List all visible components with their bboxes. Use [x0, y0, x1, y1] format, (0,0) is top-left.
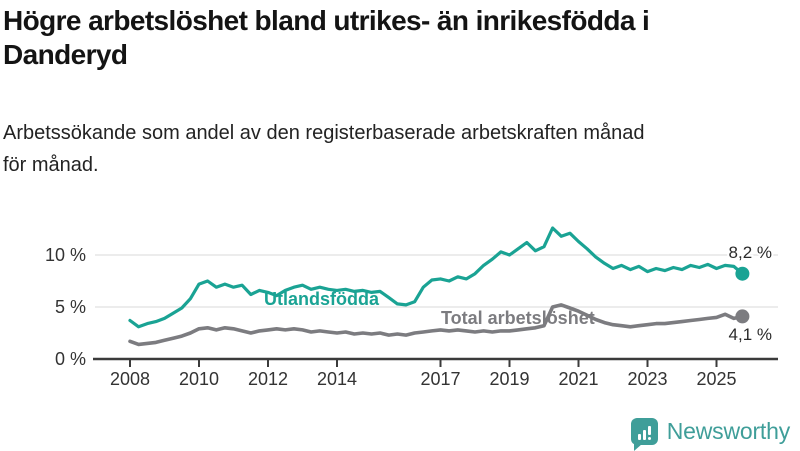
bar-chart-speech-bubble-icon	[630, 418, 658, 451]
series-end-value-total-arbetsloshet: 4,1 %	[729, 325, 772, 344]
x-axis-tick-label: 2025	[696, 369, 736, 389]
series-end-dot-total-arbetsloshet	[735, 309, 750, 324]
newsworthy-attribution: Newsworthy	[630, 418, 790, 451]
series-line-total-arbetsloshet	[128, 303, 745, 347]
page-title: Högre arbetslöshet bland utrikes- än inr…	[3, 4, 795, 72]
line-chart: 0 % 5 % 10 % 2008 2010 2012 2014 2017 2019 2021 20…	[45, 226, 778, 389]
x-axis-tick-label: 2017	[420, 369, 460, 389]
chart-subtitle-line1: Arbetssökande som andel av den registerb…	[3, 122, 645, 144]
newsworthy-brand-text: Newsworthy	[666, 418, 790, 444]
x-axis-tick-label: 2010	[179, 369, 219, 389]
x-axis-tick-label: 2008	[110, 369, 150, 389]
logo-bar-tall	[642, 430, 646, 440]
logo-exclamation	[647, 426, 651, 440]
x-axis-tick-label: 2019	[489, 369, 529, 389]
logo-bar-short	[637, 434, 641, 440]
y-axis-tick-label: 5 %	[55, 297, 86, 317]
x-axis-tick-label: 2023	[627, 369, 667, 389]
series-label-total-arbetsloshet: Total arbetslöshet	[441, 308, 595, 328]
y-axis-tick-label: 10 %	[45, 245, 86, 265]
y-axis-tick-label: 0 %	[55, 349, 86, 369]
x-axis-tick-label: 2014	[317, 369, 357, 389]
series-label-utlandsfodda: Utlandsfödda	[264, 289, 380, 309]
series-end-dot-utlandsfodda	[735, 266, 750, 281]
x-axis-tick-label: 2021	[558, 369, 598, 389]
page-title-line2: Danderyd	[3, 39, 128, 71]
page-title-line1: Högre arbetslöshet bland utrikes- än inr…	[3, 5, 650, 36]
series-end-value-utlandsfodda: 8,2 %	[729, 243, 772, 262]
chart-subtitle: Arbetssökande som andel av den registerb…	[3, 117, 795, 181]
chart-subtitle-line2: för månad.	[3, 154, 99, 176]
series-line-utlandsfodda	[128, 226, 745, 329]
x-axis-tick-label: 2012	[248, 369, 288, 389]
